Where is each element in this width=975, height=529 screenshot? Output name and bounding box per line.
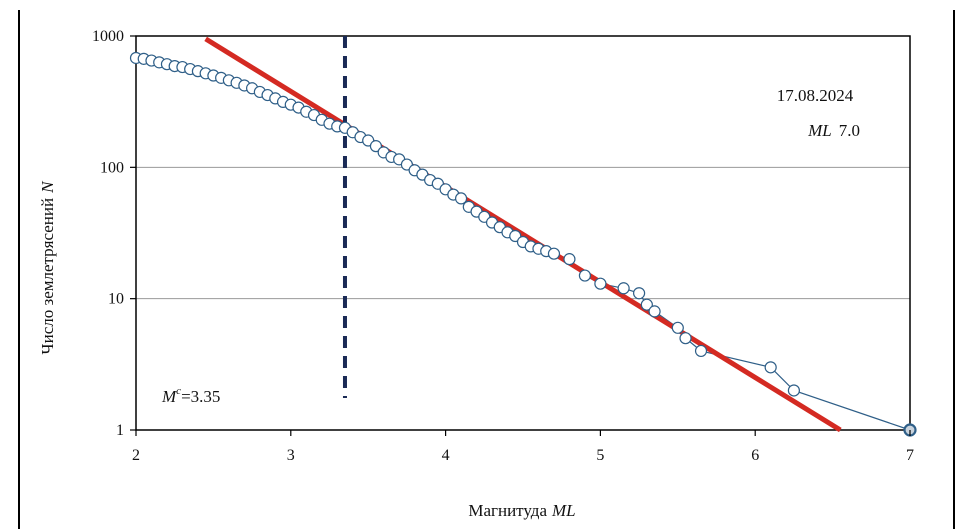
fit-line: [204, 36, 842, 433]
y-tick-label: 1000: [92, 28, 124, 45]
tick-labels: 1 10 100 1000 2 3 4 5 6 7: [92, 28, 914, 464]
date-annotation: 17.08.2024: [777, 86, 854, 105]
event-value: 7.0: [839, 121, 860, 140]
fit-line-layer: [204, 36, 842, 433]
data-point: [594, 277, 607, 290]
data-point: [563, 253, 576, 266]
y-tick-label: 10: [108, 291, 124, 308]
points-layer: [129, 51, 917, 437]
data-point: [632, 287, 646, 300]
data-point: [640, 298, 653, 311]
y-axis-label: Число землетрясений N: [38, 180, 57, 355]
x-tick-label: 5: [596, 447, 604, 464]
right-border-line: [953, 10, 955, 529]
event-magnitude-annotation: ML 7.0: [807, 121, 860, 140]
x-tick-label: 2: [132, 447, 140, 464]
data-point: [671, 321, 684, 334]
event-prefix: ML: [807, 121, 832, 140]
x-axis-label-text: Магнитуда: [468, 501, 547, 520]
y-tick-label: 1: [116, 422, 124, 439]
y-tick-label: 100: [100, 159, 124, 176]
x-tick-label: 7: [906, 447, 914, 464]
data-point: [617, 282, 630, 295]
x-axis-label: Магнитуда ML: [468, 501, 575, 520]
x-tick-label: 3: [287, 447, 295, 464]
data-point: [787, 384, 801, 397]
mc-annotation: Mc=3.35: [161, 385, 220, 406]
data-point: [648, 305, 661, 318]
y-axis-label-text: Число землетрясений: [38, 198, 57, 355]
data-point: [764, 361, 777, 374]
data-point: [578, 269, 592, 282]
data-point: [679, 332, 692, 345]
mc-symbol: M: [161, 387, 177, 406]
mc-value: =3.35: [181, 387, 220, 406]
data-point: [694, 344, 708, 358]
y-axis-label-italic: N: [38, 180, 57, 194]
x-axis-label-italic: ML: [551, 501, 576, 520]
plot-area: [135, 35, 911, 431]
left-border-line: [18, 10, 20, 529]
mc-superscript: c: [176, 385, 181, 397]
data-point: [454, 192, 468, 205]
x-tick-label: 6: [751, 447, 759, 464]
x-tick-label: 4: [442, 447, 450, 464]
data-point: [547, 247, 561, 260]
